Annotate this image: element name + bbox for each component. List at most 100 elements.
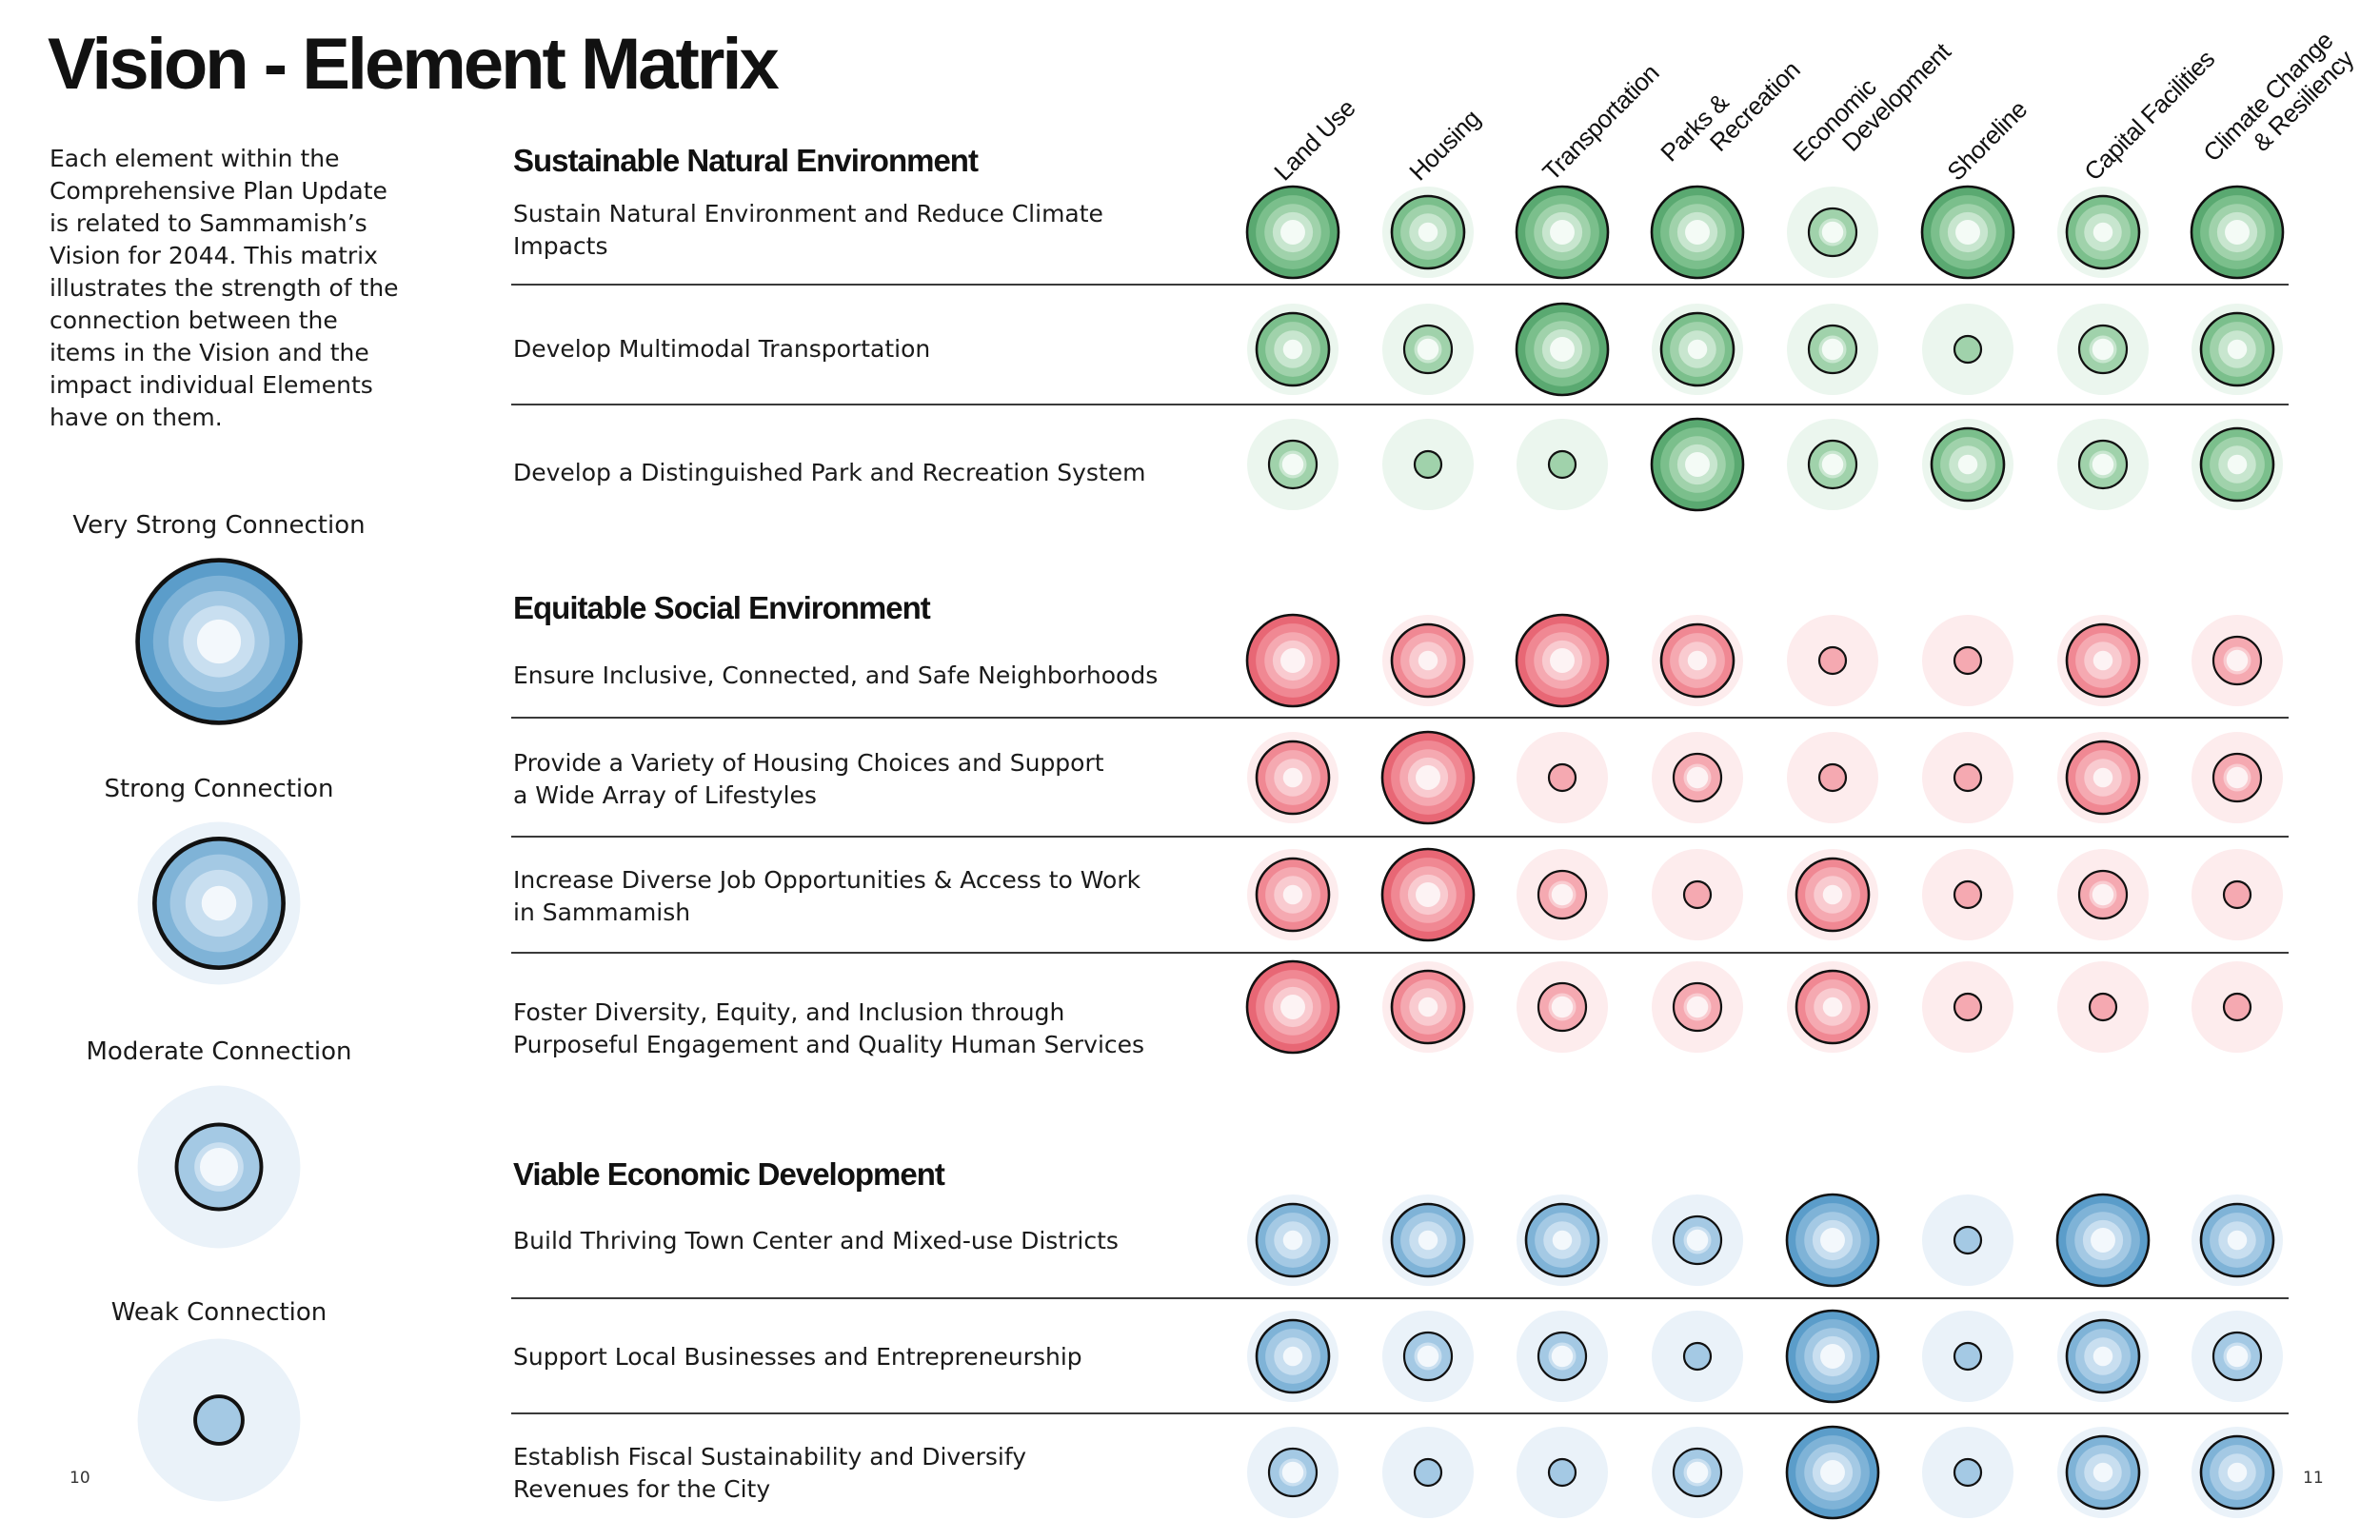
matrix-cell-core <box>1281 1461 1304 1484</box>
matrix-cell-r8-c1 <box>1382 1311 1474 1402</box>
matrix-cell-core <box>2226 766 2249 789</box>
matrix-cell-r6-c1 <box>1382 961 1474 1053</box>
matrix-cell-core <box>1282 1230 1303 1251</box>
section-title-equitable-social-environment: Equitable Social Environment <box>513 590 931 625</box>
matrix-cell-r1-c5 <box>1922 304 2013 395</box>
legend-icon-weak <box>137 1338 301 1502</box>
matrix-cell-r3-c7 <box>2192 615 2283 706</box>
row-label-fiscal-sustainability: Establish Fiscal Sustainability and Dive… <box>513 1443 1026 1503</box>
matrix-cell-core <box>1686 1229 1709 1252</box>
matrix-cell-r3-c3 <box>1652 615 1743 706</box>
matrix-cell-core <box>1417 1345 1439 1368</box>
matrix-cell-outer-ring <box>2088 992 2118 1022</box>
matrix-cell-outer-ring <box>1953 992 1983 1022</box>
row-label-inclusive-neighborhoods: Ensure Inclusive, Connected, and Safe Ne… <box>513 661 1159 689</box>
matrix-cell-r7-c2 <box>1517 1194 1608 1286</box>
matrix-cell-outer-ring <box>1817 762 1848 793</box>
matrix-cell-r2-c1 <box>1382 419 1474 510</box>
matrix-cell-r5-c4 <box>1787 849 1878 940</box>
matrix-cell-core <box>1550 648 1575 673</box>
matrix-cell-r2-c4 <box>1787 419 1878 510</box>
matrix-cell-r9-c6 <box>2057 1427 2149 1518</box>
matrix-cell-r9-c2 <box>1517 1427 1608 1518</box>
matrix-cell-r4-c3 <box>1652 732 1743 823</box>
matrix-cell-r2-c7 <box>2192 419 2283 510</box>
matrix-cell-core <box>1280 648 1305 673</box>
matrix-cell-r1-c0 <box>1247 304 1339 395</box>
row-label-housing-choices: Provide a Variety of Housing Choices and… <box>513 749 1104 809</box>
matrix-cell-r3-c4 <box>1787 615 1878 706</box>
matrix-cell-core <box>1822 884 1843 905</box>
legend-dot-graphic <box>137 1085 301 1249</box>
matrix-cell-core <box>2092 222 2113 243</box>
matrix-cell-core <box>2092 1346 2113 1367</box>
matrix-cell-r5-c7 <box>2192 849 2283 940</box>
legend-icon-very-strong <box>135 558 303 725</box>
row-divider <box>511 1412 2289 1414</box>
row-divider <box>511 717 2289 719</box>
row-divider <box>511 836 2289 838</box>
matrix-cell-r8-c3 <box>1652 1311 1743 1402</box>
matrix-cell-r0-c1 <box>1382 187 1474 278</box>
row-label-sustain-natural-environment: Sustain Natural Environment and Reduce C… <box>513 200 1103 260</box>
page-title: Vision - Element Matrix <box>48 24 780 105</box>
legend-dot-graphic <box>137 1338 301 1502</box>
matrix-cell-outer-ring <box>1817 645 1848 676</box>
matrix-cell-core <box>1820 1228 1845 1253</box>
matrix-cell-outer-ring <box>1547 1457 1577 1488</box>
matrix-cell-core <box>1280 220 1305 245</box>
matrix-cell-core <box>1416 765 1440 790</box>
legend-dot-core <box>199 1147 239 1187</box>
matrix-cell-r0-c4 <box>1787 187 1878 278</box>
matrix-cell-core <box>1550 337 1575 362</box>
matrix-cell-core <box>1551 996 1574 1018</box>
matrix-cell-r5-c6 <box>2057 849 2149 940</box>
matrix-cell-r7-c6 <box>2055 1193 2151 1288</box>
matrix-cell-core <box>2092 338 2114 361</box>
matrix-cell-r8-c6 <box>2057 1311 2149 1402</box>
matrix-cell-core <box>2091 1228 2115 1253</box>
matrix-cell-core <box>2226 1345 2249 1368</box>
matrix-cell-r4-c7 <box>2192 732 2283 823</box>
matrix-cell-outer-ring <box>1953 1225 1983 1255</box>
matrix-cell-r4-c2 <box>1517 732 1608 823</box>
matrix-cell-r4-c5 <box>1922 732 2013 823</box>
matrix-cell-r5-c1 <box>1380 847 1476 942</box>
matrix-cell-r1-c6 <box>2057 304 2149 395</box>
matrix-cell-core <box>2225 220 2250 245</box>
matrix-cell-r2-c3 <box>1650 417 1745 512</box>
matrix-cell-r2-c6 <box>2057 419 2149 510</box>
matrix-cell-r7-c7 <box>2192 1194 2283 1286</box>
matrix-cell-r7-c3 <box>1652 1194 1743 1286</box>
matrix-cell-r3-c1 <box>1382 615 1474 706</box>
matrix-cell-r8-c7 <box>2192 1311 2283 1402</box>
matrix-cell-outer-ring <box>1547 762 1577 793</box>
matrix-cell-outer-ring <box>1953 645 1983 676</box>
row-label-diversity-equity-inclusion: Foster Diversity, Equity, and Inclusion … <box>513 998 1145 1058</box>
matrix-cell-outer-ring <box>1682 1341 1713 1372</box>
matrix-cell-core <box>1282 339 1303 360</box>
matrix-cell-r8-c5 <box>1922 1311 2013 1402</box>
matrix-cell-r6-c0 <box>1245 959 1340 1055</box>
matrix-cell-r7-c5 <box>1922 1194 2013 1286</box>
matrix-cell-r2-c2 <box>1517 419 1608 510</box>
row-divider <box>511 284 2289 286</box>
matrix-cell-r0-c6 <box>2057 187 2149 278</box>
legend-icon-strong <box>137 821 301 985</box>
matrix-cell-core <box>1821 453 1844 476</box>
matrix-cell-core <box>2092 767 2113 788</box>
row-divider <box>511 1297 2289 1299</box>
matrix-cell-core <box>1820 1460 1845 1485</box>
matrix-cell-core <box>2226 649 2249 672</box>
row-label-develop-multimodal-transportation: Develop Multimodal Transportation <box>513 335 931 363</box>
matrix-cell-outer-ring <box>1682 879 1713 910</box>
matrix-cell-outer-ring <box>1953 762 1983 793</box>
row-label-local-businesses: Support Local Businesses and Entrepreneu… <box>513 1343 1082 1371</box>
row-divider <box>511 952 2289 954</box>
matrix-cell-r9-c1 <box>1382 1427 1474 1518</box>
matrix-cell-core <box>1821 338 1844 361</box>
matrix-cell-core <box>1417 338 1439 361</box>
matrix-cell-r8-c4 <box>1785 1309 1880 1404</box>
matrix-cell-core <box>1957 454 1978 475</box>
legend-dot-outer-ring <box>193 1394 245 1446</box>
